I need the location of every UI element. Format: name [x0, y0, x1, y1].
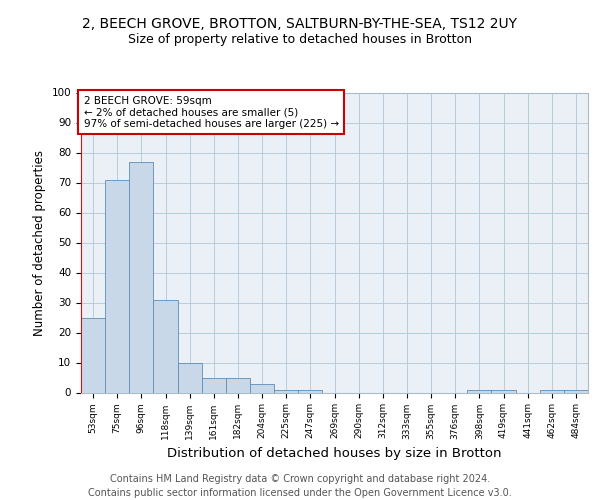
Bar	[81, 318, 105, 392]
Bar	[274, 390, 298, 392]
Bar	[105, 180, 129, 392]
Bar	[250, 384, 274, 392]
Bar	[298, 390, 322, 392]
Bar	[467, 390, 491, 392]
Bar	[178, 362, 202, 392]
Y-axis label: Number of detached properties: Number of detached properties	[33, 150, 46, 336]
Bar	[129, 162, 154, 392]
Text: Size of property relative to detached houses in Brotton: Size of property relative to detached ho…	[128, 32, 472, 46]
Bar	[202, 378, 226, 392]
Bar	[564, 390, 588, 392]
Bar	[154, 300, 178, 392]
Text: 2, BEECH GROVE, BROTTON, SALTBURN-BY-THE-SEA, TS12 2UY: 2, BEECH GROVE, BROTTON, SALTBURN-BY-THE…	[83, 18, 517, 32]
Text: 2 BEECH GROVE: 59sqm
← 2% of detached houses are smaller (5)
97% of semi-detache: 2 BEECH GROVE: 59sqm ← 2% of detached ho…	[83, 96, 338, 128]
Text: Contains HM Land Registry data © Crown copyright and database right 2024.
Contai: Contains HM Land Registry data © Crown c…	[88, 474, 512, 498]
X-axis label: Distribution of detached houses by size in Brotton: Distribution of detached houses by size …	[167, 447, 502, 460]
Bar	[540, 390, 564, 392]
Bar	[226, 378, 250, 392]
Bar	[491, 390, 515, 392]
